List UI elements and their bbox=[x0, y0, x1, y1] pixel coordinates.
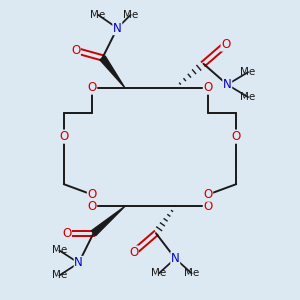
Text: N: N bbox=[113, 22, 122, 34]
Text: N: N bbox=[74, 256, 83, 269]
Text: Me: Me bbox=[90, 10, 106, 20]
Text: O: O bbox=[87, 200, 97, 213]
Polygon shape bbox=[92, 206, 125, 236]
Polygon shape bbox=[100, 56, 125, 88]
Text: Me: Me bbox=[52, 245, 67, 256]
Text: O: O bbox=[203, 81, 213, 94]
Text: O: O bbox=[203, 188, 213, 201]
Text: O: O bbox=[71, 44, 80, 57]
Text: O: O bbox=[62, 227, 71, 240]
Text: O: O bbox=[221, 38, 230, 51]
Text: O: O bbox=[203, 200, 213, 213]
Text: Me: Me bbox=[123, 10, 138, 20]
Text: Me: Me bbox=[241, 67, 256, 77]
Text: Me: Me bbox=[52, 270, 67, 280]
Text: N: N bbox=[223, 78, 232, 91]
Text: Me: Me bbox=[241, 92, 256, 102]
Text: N: N bbox=[171, 252, 180, 265]
Text: O: O bbox=[87, 188, 97, 201]
Text: O: O bbox=[232, 130, 241, 143]
Text: O: O bbox=[129, 246, 138, 259]
Text: Me: Me bbox=[184, 268, 199, 278]
Text: O: O bbox=[59, 130, 68, 143]
Text: Me: Me bbox=[151, 268, 166, 278]
Text: O: O bbox=[87, 81, 97, 94]
